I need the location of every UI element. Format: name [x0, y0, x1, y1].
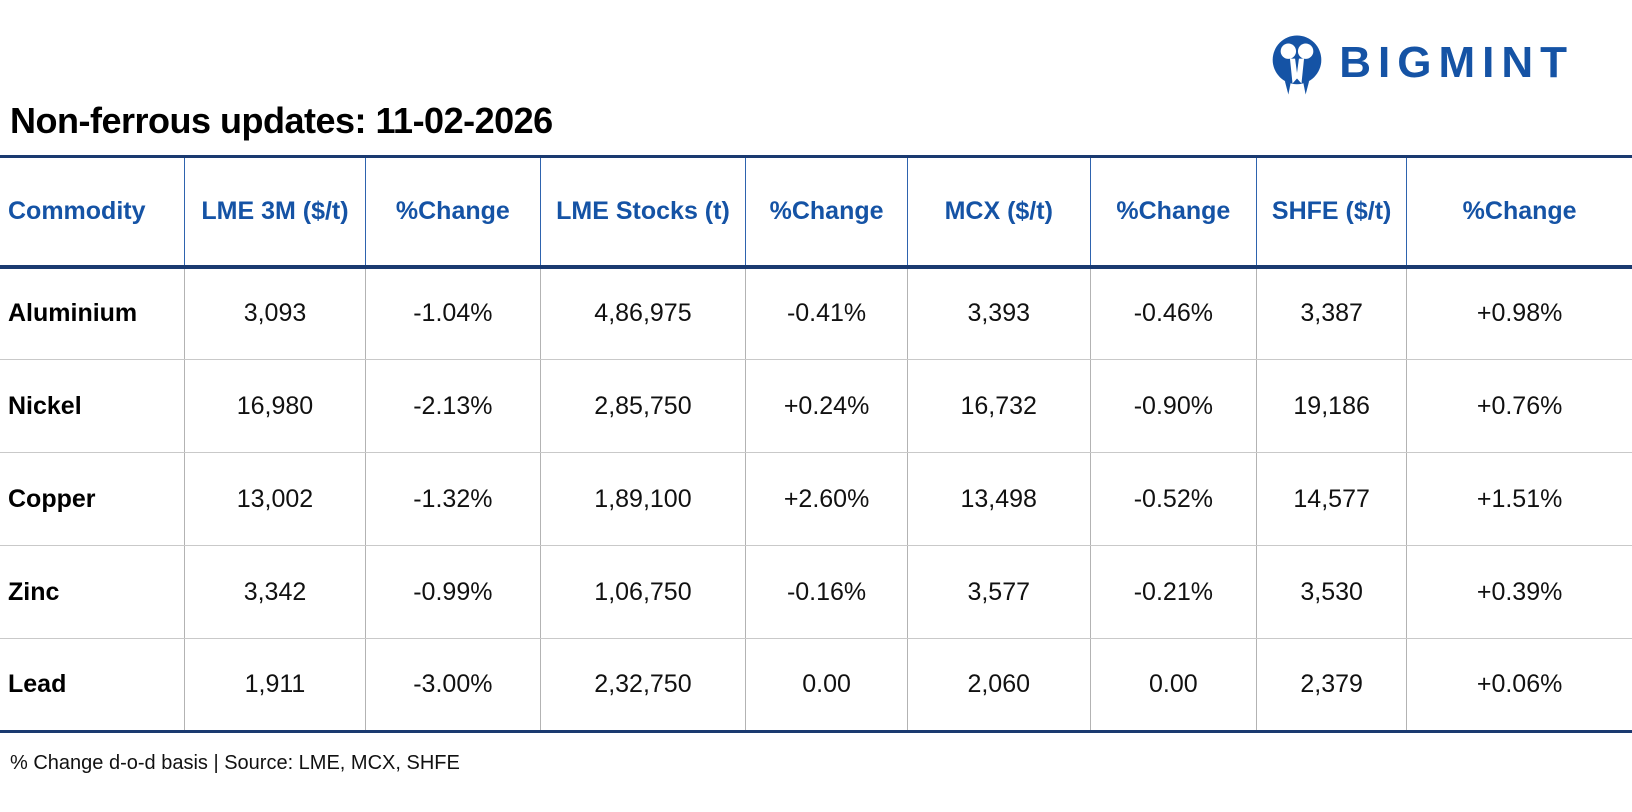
- value-cell: +0.76%: [1406, 359, 1632, 453]
- value-cell: 3,093: [184, 266, 367, 360]
- commodity-cell: Aluminium: [0, 266, 185, 360]
- value-cell: 2,060: [907, 638, 1091, 733]
- value-cell: -0.16%: [745, 545, 908, 639]
- column-header: %Change: [745, 156, 908, 269]
- value-cell: 3,393: [907, 266, 1091, 360]
- value-cell: 16,980: [184, 359, 367, 453]
- value-cell: -1.32%: [365, 452, 541, 546]
- table-body: Aluminium 3,093 -1.04% 4,86,975 -0.41% 3,393-…: [0, 266, 1632, 733]
- value-cell: 1,89,100: [540, 452, 747, 546]
- value-cell: 3,577: [907, 545, 1091, 639]
- value-cell: +0.24%: [745, 359, 908, 453]
- value-cell: 0.00: [1090, 638, 1258, 733]
- value-cell: -0.90%: [1090, 359, 1258, 453]
- value-cell: +2.60%: [745, 452, 908, 546]
- commodity-cell: Lead: [0, 638, 185, 733]
- column-header: %Change: [1090, 156, 1258, 269]
- column-header: %Change: [365, 156, 541, 269]
- value-cell: 13,002: [184, 452, 367, 546]
- value-cell: 0.00: [745, 638, 908, 733]
- value-cell: -0.21%: [1090, 545, 1258, 639]
- commodity-cell: Nickel: [0, 359, 185, 453]
- value-cell: 14,577: [1256, 452, 1408, 546]
- value-cell: -0.41%: [745, 266, 908, 360]
- value-cell: +0.06%: [1406, 638, 1632, 733]
- value-cell: -0.99%: [365, 545, 541, 639]
- column-header: MCX ($/t): [907, 156, 1091, 269]
- brand-wordmark: BIGMINT: [1339, 38, 1574, 87]
- column-header: LME Stocks (t): [540, 156, 747, 269]
- table-row: Lead 1,911 -3.00% 2,32,750 0.00 2,060 0.00 2,37…: [0, 638, 1632, 733]
- table-header-row: Commodity LME 3M ($/t) %Change LME Stocks (…: [0, 156, 1632, 269]
- page-title: Non-ferrous updates: 11-02-2026: [10, 100, 553, 141]
- value-cell: 3,342: [184, 545, 367, 639]
- table-row: Zinc 3,342 -0.99% 1,06,750 -0.16% 3,577 -0.21%…: [0, 545, 1632, 639]
- commodity-cell: Copper: [0, 452, 185, 546]
- column-header: SHFE ($/t): [1256, 156, 1408, 269]
- value-cell: 1,06,750: [540, 545, 747, 639]
- value-cell: 1,911: [184, 638, 367, 733]
- value-cell: -0.52%: [1090, 452, 1258, 546]
- brand-logo: BIGMINT: [1265, 26, 1574, 104]
- value-cell: -3.00%: [365, 638, 541, 733]
- value-cell: +1.51%: [1406, 452, 1632, 546]
- value-cell: +0.98%: [1406, 266, 1632, 360]
- column-header: Commodity: [0, 156, 185, 269]
- value-cell: 2,32,750: [540, 638, 747, 733]
- commodity-cell: Zinc: [0, 545, 185, 639]
- source-footnote: % Change d-o-d basis | Source: LME, MCX,…: [10, 752, 460, 774]
- value-cell: -1.04%: [365, 266, 541, 360]
- value-cell: -2.13%: [365, 359, 541, 453]
- value-cell: 3,387: [1256, 266, 1408, 360]
- value-cell: 16,732: [907, 359, 1091, 453]
- value-cell: 3,530: [1256, 545, 1408, 639]
- bigmint-owl-monogram-icon: [1265, 26, 1329, 104]
- value-cell: 19,186: [1256, 359, 1408, 453]
- commodity-price-table: Commodity LME 3M ($/t) %Change LME Stocks (…: [0, 155, 1632, 733]
- value-cell: 2,379: [1256, 638, 1408, 733]
- column-header: LME 3M ($/t): [184, 156, 367, 269]
- value-cell: 4,86,975: [540, 266, 747, 360]
- value-cell: -0.46%: [1090, 266, 1258, 360]
- value-cell: 2,85,750: [540, 359, 747, 453]
- table-row: Nickel 16,980 -2.13% 2,85,750 +0.24% 16,732 -0…: [0, 359, 1632, 453]
- table-row: Aluminium 3,093 -1.04% 4,86,975 -0.41% 3,393-…: [0, 266, 1632, 360]
- table-row: Copper 13,002 -1.32% 1,89,100 +2.60% 13,498 -0…: [0, 452, 1632, 546]
- value-cell: +0.39%: [1406, 545, 1632, 639]
- column-header: %Change: [1406, 156, 1632, 269]
- value-cell: 13,498: [907, 452, 1091, 546]
